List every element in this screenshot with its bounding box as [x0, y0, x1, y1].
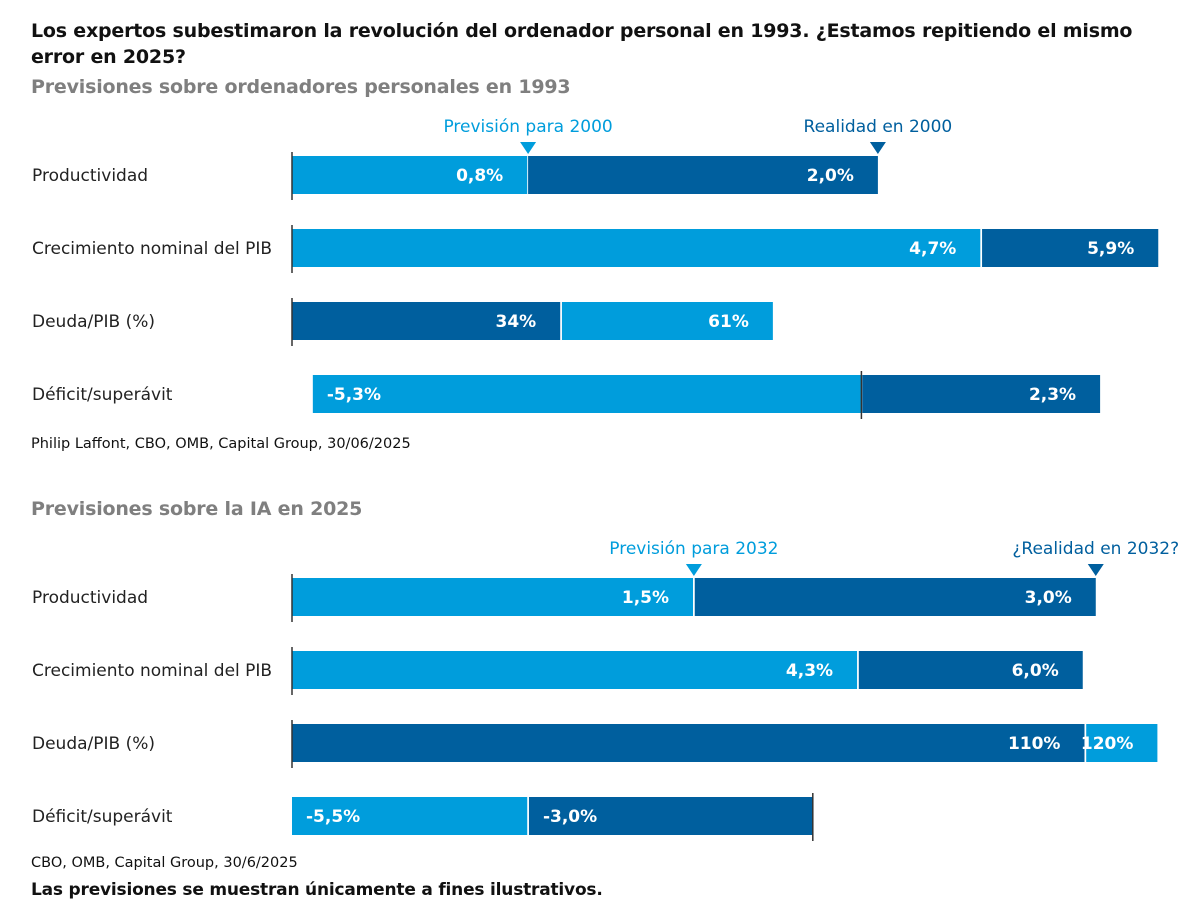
data-label: 3,0%	[1025, 588, 1072, 608]
bar-segment	[561, 302, 773, 340]
marker-triangle-icon	[1087, 564, 1104, 576]
data-label: 120%	[1081, 734, 1134, 754]
bar-segment	[528, 156, 878, 194]
category-label: Deuda/PIB (%)	[32, 312, 155, 332]
marker-triangle-icon	[869, 142, 886, 154]
data-label: 34%	[496, 312, 537, 332]
data-label: 2,0%	[807, 166, 854, 186]
data-label: -5,5%	[306, 807, 360, 827]
category-label: Crecimiento nominal del PIB	[32, 661, 272, 681]
bar-segment	[292, 229, 981, 267]
category-label: Déficit/superávit	[32, 807, 173, 827]
bar-row: Crecimiento nominal del PIB 4,7% 5,9%	[32, 225, 1159, 273]
bar-segment	[292, 302, 561, 340]
data-label: -5,3%	[327, 385, 381, 405]
data-label: 61%	[708, 312, 749, 332]
bar-row: Déficit/superávit -5,3% 2,3%	[32, 371, 1101, 419]
category-label: Crecimiento nominal del PIB	[32, 239, 272, 259]
marker-label: Previsión para 2000	[443, 117, 612, 137]
bar-row: Déficit/superávit -5,5% -3,0%	[32, 793, 814, 841]
bar-row: Crecimiento nominal del PIB 4,3% 6,0%	[32, 647, 1083, 695]
category-label: Déficit/superávit	[32, 385, 173, 405]
marker-label: Previsión para 2032	[609, 539, 778, 559]
bar-segment	[292, 578, 694, 616]
bar-segment	[1086, 724, 1158, 762]
data-label: -3,0%	[543, 807, 597, 827]
data-label: 4,3%	[786, 661, 833, 681]
bar-segment	[694, 578, 1096, 616]
disclaimer: Las previsiones se muestran únicamente a…	[31, 880, 603, 900]
data-label: 6,0%	[1012, 661, 1059, 681]
bar-segment	[292, 797, 528, 835]
data-label: 1,5%	[622, 588, 669, 608]
bar-segment	[292, 156, 528, 194]
bar-segment	[858, 651, 1083, 689]
bar-segment	[312, 375, 862, 413]
marker-triangle-icon	[685, 564, 702, 576]
chart-ai-2025: Previsión para 2032 ¿Realidad en 2032? Pro…	[32, 539, 1179, 841]
panel-1-title: Previsiones sobre ordenadores personales…	[31, 76, 571, 98]
data-label: 5,9%	[1087, 239, 1134, 259]
bar-segment	[862, 375, 1101, 413]
bar-segment	[982, 229, 1159, 267]
category-label: Deuda/PIB (%)	[32, 734, 155, 754]
data-label: 2,3%	[1029, 385, 1076, 405]
marker-triangle-icon	[520, 142, 537, 154]
bar-row: Productividad 0,8% 2,0%	[32, 152, 878, 200]
panel-2-source: CBO, OMB, Capital Group, 30/6/2025	[31, 855, 298, 871]
bar-row: Deuda/PIB (%) 110% 120%	[32, 720, 1158, 768]
category-label: Productividad	[32, 166, 148, 186]
bar-row: Deuda/PIB (%) 34% 61%	[32, 298, 773, 346]
bar-segment	[292, 724, 1085, 762]
panel-2-title: Previsiones sobre la IA en 2025	[31, 498, 363, 520]
main-title: Los expertos subestimaron la revolución …	[31, 20, 1133, 68]
marker-label: ¿Realidad en 2032?	[1012, 539, 1179, 559]
chart-pc-1993: Previsión para 2000 Realidad en 2000 Produ…	[32, 117, 1159, 419]
bar-segment	[292, 651, 858, 689]
bar-row: Productividad 1,5% 3,0%	[32, 574, 1096, 622]
data-label: 4,7%	[909, 239, 956, 259]
marker-label: Realidad en 2000	[804, 117, 953, 137]
data-label: 0,8%	[456, 166, 503, 186]
panel-1-source: Philip Laffont, CBO, OMB, Capital Group,…	[31, 436, 411, 452]
category-label: Productividad	[32, 588, 148, 608]
data-label: 110%	[1008, 734, 1061, 754]
bar-segment	[528, 797, 813, 835]
